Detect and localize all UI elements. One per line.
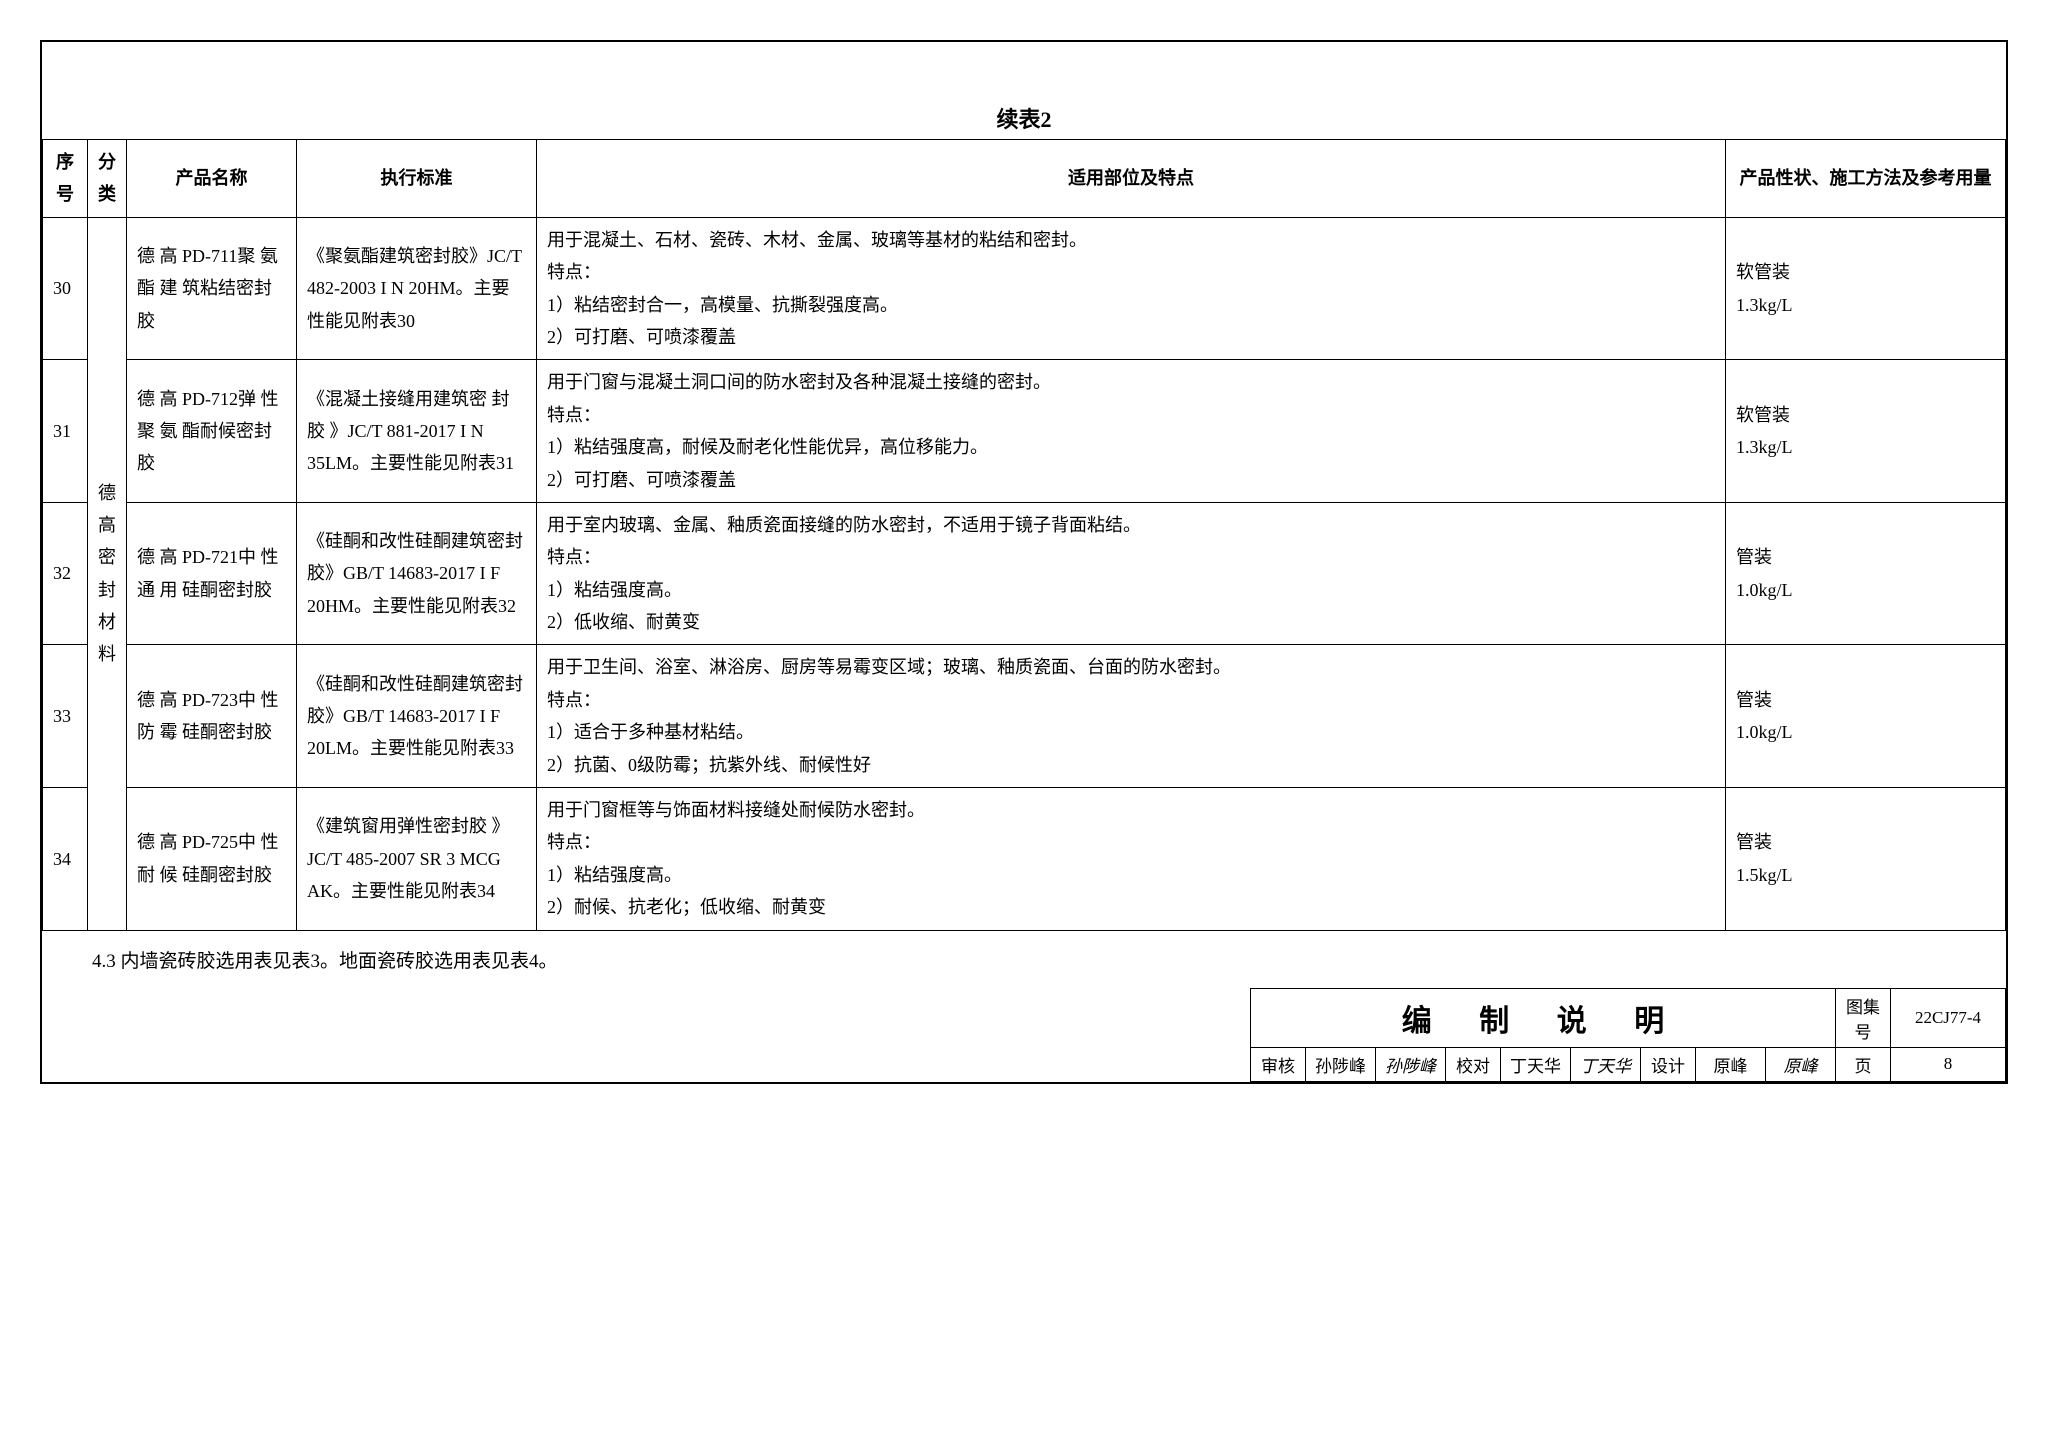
- page-no: 8: [1891, 1047, 2006, 1081]
- cell-std: 《建筑窗用弹性密封胶 》JC/T 485-2007 SR 3 MCG AK。主要…: [297, 788, 537, 931]
- design-name: 原峰: [1696, 1047, 1766, 1081]
- cell-feat: 用于室内玻璃、金属、釉质瓷面接缝的防水密封，不适用于镜子背面粘结。特点：1）粘结…: [537, 502, 1726, 645]
- check-label: 校对: [1446, 1047, 1501, 1081]
- table-row: 30德高密封材料德 高 PD-711聚 氨 酯 建 筑粘结密封胶《聚氨酯建筑密封…: [43, 217, 2006, 360]
- cell-name: 德 高 PD-712弹 性 聚 氨 酯耐候密封胶: [127, 360, 297, 503]
- set-label: 图集号: [1836, 988, 1891, 1047]
- table-row: 31 德 高 PD-712弹 性 聚 氨 酯耐候密封胶《混凝土接缝用建筑密 封 胶…: [43, 360, 2006, 503]
- cell-feat: 用于混凝土、石材、瓷砖、木材、金属、玻璃等基材的粘结和密封。特点：1）粘结密封合…: [537, 217, 1726, 360]
- table-row: 33 德 高 PD-723中 性 防 霉 硅酮密封胶《硅酮和改性硅酮建筑密封胶》G…: [43, 645, 2006, 788]
- cell-prod: 软管装1.3kg/L: [1726, 217, 2006, 360]
- review-name: 孙陟峰: [1306, 1047, 1376, 1081]
- footnote: 4.3 内墙瓷砖胶选用表见表3。地面瓷砖胶选用表见表4。: [42, 931, 2006, 988]
- cell-prod: 管装1.0kg/L: [1726, 645, 2006, 788]
- cell-seq: 31: [43, 360, 88, 503]
- set-no: 22CJ77-4: [1891, 988, 2006, 1047]
- page-frame: 续表2 序号 分类 产品名称 执行标准 适用部位及特点 产品性状、施工方法及参考…: [40, 40, 2008, 1084]
- cell-feat: 用于门窗框等与饰面材料接缝处耐候防水密封。特点：1）粘结强度高。2）耐候、抗老化…: [537, 788, 1726, 931]
- cell-seq: 33: [43, 645, 88, 788]
- header-seq: 序号: [43, 140, 88, 218]
- cell-std: 《混凝土接缝用建筑密 封 胶 》JC/T 881-2017 I N 35LM。主…: [297, 360, 537, 503]
- header-cat: 分类: [88, 140, 127, 218]
- main-table: 序号 分类 产品名称 执行标准 适用部位及特点 产品性状、施工方法及参考用量 3…: [42, 139, 2006, 931]
- header-prod: 产品性状、施工方法及参考用量: [1726, 140, 2006, 218]
- cell-prod: 管装1.0kg/L: [1726, 502, 2006, 645]
- cell-std: 《硅酮和改性硅酮建筑密封胶》GB/T 14683-2017 I F 20LM。主…: [297, 645, 537, 788]
- review-sig: 孙陟峰: [1376, 1047, 1446, 1081]
- design-sig: 原峰: [1766, 1047, 1836, 1081]
- cell-std: 《聚氨酯建筑密封胶》JC/T 482-2003 I N 20HM。主要性能见附表…: [297, 217, 537, 360]
- cell-seq: 32: [43, 502, 88, 645]
- cell-category: 德高密封材料: [88, 217, 127, 930]
- cell-seq: 34: [43, 788, 88, 931]
- review-label: 审核: [1251, 1047, 1306, 1081]
- titleblock-title: 编 制 说 明: [1251, 988, 1836, 1047]
- cell-seq: 30: [43, 217, 88, 360]
- titleblock: 编 制 说 明 图集号 22CJ77-4 审核 孙陟峰 孙陟峰 校对 丁天华 丁…: [42, 988, 2006, 1082]
- page-label: 页: [1836, 1047, 1891, 1081]
- cell-feat: 用于门窗与混凝土洞口间的防水密封及各种混凝土接缝的密封。特点：1）粘结强度高，耐…: [537, 360, 1726, 503]
- cell-prod: 软管装1.3kg/L: [1726, 360, 2006, 503]
- cell-name: 德 高 PD-721中 性 通 用 硅酮密封胶: [127, 502, 297, 645]
- cell-prod: 管装1.5kg/L: [1726, 788, 2006, 931]
- table-title: 续表2: [42, 102, 2006, 134]
- table-row: 34 德 高 PD-725中 性 耐 候 硅酮密封胶《建筑窗用弹性密封胶 》JC/…: [43, 788, 2006, 931]
- cell-feat: 用于卫生间、浴室、淋浴房、厨房等易霉变区域；玻璃、釉质瓷面、台面的防水密封。特点…: [537, 645, 1726, 788]
- header-name: 产品名称: [127, 140, 297, 218]
- table-row: 32 德 高 PD-721中 性 通 用 硅酮密封胶《硅酮和改性硅酮建筑密封胶》G…: [43, 502, 2006, 645]
- cell-std: 《硅酮和改性硅酮建筑密封胶》GB/T 14683-2017 I F 20HM。主…: [297, 502, 537, 645]
- design-label: 设计: [1641, 1047, 1696, 1081]
- check-name: 丁天华: [1501, 1047, 1571, 1081]
- header-std: 执行标准: [297, 140, 537, 218]
- check-sig: 丁天华: [1571, 1047, 1641, 1081]
- cell-name: 德 高 PD-711聚 氨 酯 建 筑粘结密封胶: [127, 217, 297, 360]
- cell-name: 德 高 PD-725中 性 耐 候 硅酮密封胶: [127, 788, 297, 931]
- header-feat: 适用部位及特点: [537, 140, 1726, 218]
- cell-name: 德 高 PD-723中 性 防 霉 硅酮密封胶: [127, 645, 297, 788]
- table-header-row: 序号 分类 产品名称 执行标准 适用部位及特点 产品性状、施工方法及参考用量: [43, 140, 2006, 218]
